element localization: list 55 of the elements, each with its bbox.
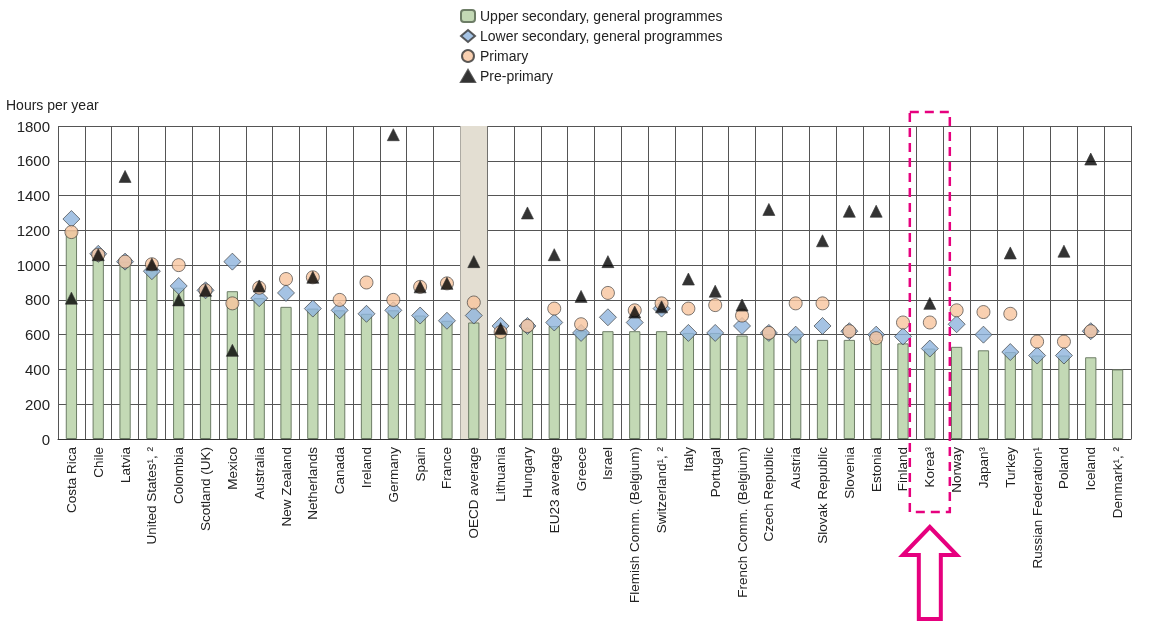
x-tick-label: Estonia bbox=[868, 446, 884, 493]
legend-label: Lower secondary, general programmes bbox=[480, 28, 723, 44]
y-tick-label: 800 bbox=[24, 291, 50, 309]
x-tick-label: Germany bbox=[385, 446, 401, 503]
x-tick-label: Colombia bbox=[171, 446, 187, 505]
x-tick-label: Canada bbox=[332, 446, 348, 495]
x-tick-label: EU23 average bbox=[546, 447, 562, 534]
x-tick-label: Chile bbox=[90, 447, 106, 478]
x-tick-label: Portugal bbox=[707, 447, 723, 498]
x-tick-label: Czech Republic bbox=[761, 446, 777, 542]
x-tick-label: Poland bbox=[1056, 447, 1072, 490]
legend-label: Pre-primary bbox=[480, 68, 554, 84]
x-tick-label: Latvia bbox=[117, 446, 133, 484]
x-tick-label: Korea³ bbox=[922, 446, 938, 488]
x-tick-label: Slovak Republic bbox=[815, 446, 831, 544]
legend-label: Upper secondary, general programmes bbox=[480, 8, 723, 24]
x-tick-label: Russian Federation¹ bbox=[1029, 446, 1045, 569]
x-tick-label: OECD average bbox=[466, 447, 482, 539]
x-tick-label: Austria bbox=[788, 446, 804, 490]
x-tick-label: Hungary bbox=[519, 446, 535, 499]
x-tick-label: French Comm. (Belgium) bbox=[734, 447, 750, 598]
x-tick-label: Denmark¹, ² bbox=[1110, 446, 1126, 519]
y-tick-label: 1200 bbox=[16, 221, 50, 239]
y-tick-label: 0 bbox=[41, 430, 50, 448]
x-tick-label: Flemish Comm. (Belgium) bbox=[627, 447, 643, 604]
x-tick-label: Slovenia bbox=[841, 446, 857, 499]
x-tick-label: Turkey bbox=[1002, 446, 1018, 488]
legend-label: Primary bbox=[480, 48, 529, 64]
x-tick-label: Scotland (UK) bbox=[198, 447, 214, 532]
x-tick-label: New Zealand bbox=[278, 447, 294, 527]
x-tick-label: Greece bbox=[573, 447, 589, 492]
x-tick-label: France bbox=[439, 447, 455, 490]
x-tick-label: Italy bbox=[680, 446, 696, 472]
x-tick-label: Mexico bbox=[224, 447, 240, 490]
y-axis-title: Hours per year bbox=[6, 97, 99, 113]
x-tick-label: Finland bbox=[895, 447, 911, 492]
y-tick-label: 1600 bbox=[16, 152, 50, 170]
x-tick-label: Norway bbox=[949, 446, 965, 493]
y-tick-label: 600 bbox=[24, 326, 50, 344]
x-tick-label: Lithuania bbox=[493, 446, 509, 502]
x-tick-label: Switzerland¹, ² bbox=[654, 446, 670, 534]
x-tick-label: Spain bbox=[412, 447, 428, 482]
x-tick-label: Israel bbox=[600, 447, 616, 481]
y-tick-label: 200 bbox=[24, 395, 50, 413]
y-tick-label: 1400 bbox=[16, 187, 50, 205]
x-tick-label: United States¹, ² bbox=[144, 446, 160, 545]
x-tick-label: Iceland bbox=[1083, 447, 1099, 491]
x-tick-label: Ireland bbox=[358, 447, 374, 489]
y-tick-label: 1800 bbox=[16, 117, 50, 135]
x-tick-label: Netherlands bbox=[305, 446, 321, 520]
y-tick-label: 400 bbox=[24, 360, 50, 378]
x-tick-label: Japan³ bbox=[975, 446, 991, 489]
y-tick-label: 1000 bbox=[16, 256, 50, 274]
x-tick-label: Australia bbox=[251, 446, 267, 500]
x-tick-label: Costa Rica bbox=[63, 446, 79, 514]
